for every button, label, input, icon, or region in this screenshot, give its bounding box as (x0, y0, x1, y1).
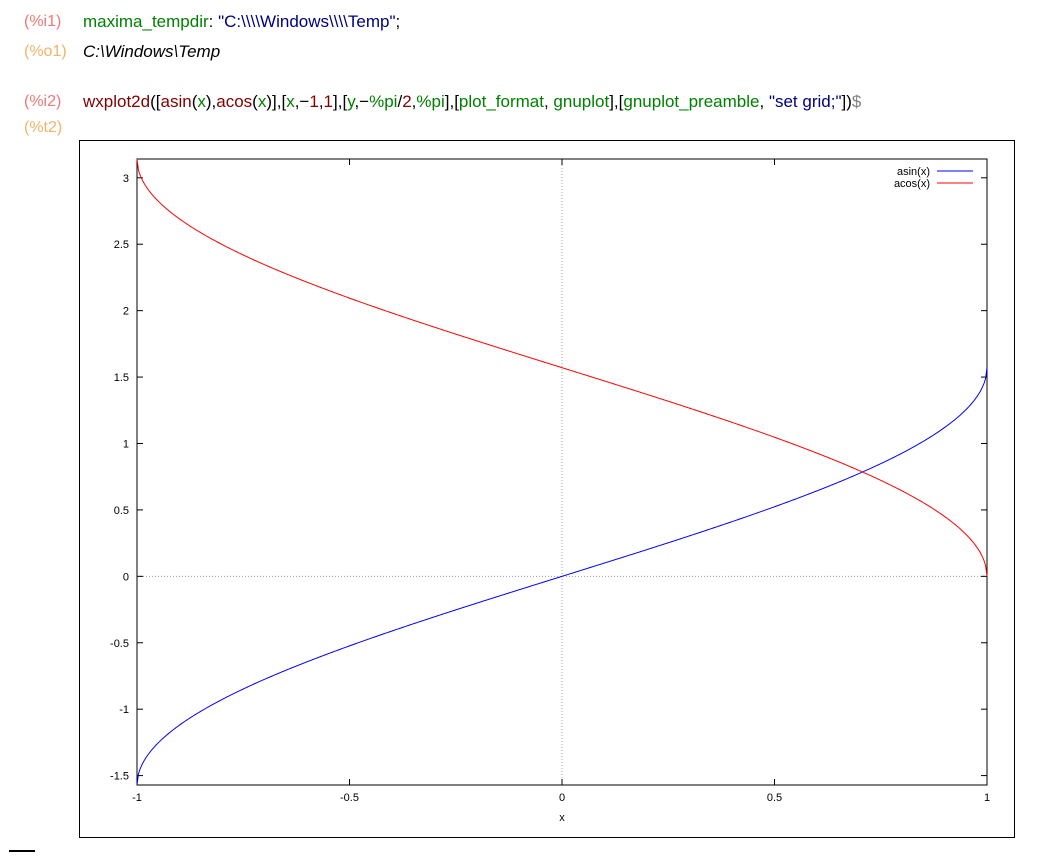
code-token-op: ([ (150, 92, 161, 111)
code-token-end: $ (851, 92, 862, 111)
code-token-str: "set grid;" (768, 92, 842, 111)
output-text: C:\Windows\Temp (83, 42, 221, 61)
code-token-op: ), (205, 92, 217, 111)
code-token-op: / (397, 92, 403, 111)
legend-label: acos(x) (894, 178, 930, 190)
code-token-op: ( (252, 92, 258, 111)
code-token-op: , (318, 92, 324, 111)
code-token-op: , (543, 92, 554, 111)
code-token-op: ],[ (609, 92, 624, 111)
y-tick-label: 1 (123, 438, 129, 450)
code-token-var: %pi (416, 92, 445, 111)
x-tick-label: -0.5 (340, 792, 359, 804)
y-tick-label: 1.5 (114, 372, 129, 384)
series-line-acos (136, 158, 988, 577)
y-tick-label: -1.5 (110, 771, 129, 783)
code-token-op: ],[ (444, 92, 459, 111)
x-axis-label: x (559, 812, 565, 824)
cell-label: (%i2) (24, 93, 62, 110)
code-token-num: asin (160, 92, 192, 111)
chart-svg: -1 -0.5 0 0.5 1-1.5-1-0.500.511.522.53xasin(… (110, 158, 990, 824)
code-token-var: gnuplot_preamble (623, 92, 760, 111)
code-token-var: x (286, 92, 295, 111)
x-tick-label: 0.5 (767, 792, 782, 804)
code-token-num: 2 (402, 92, 412, 111)
code-token-op: ,− (294, 92, 310, 111)
cell-label: (%o1) (24, 43, 67, 60)
code-token-op: ,− (354, 92, 370, 111)
input-cell-2[interactable]: (%i2) wxplot2d([asin(x),acos(x)],[x,−1,1… (0, 92, 1037, 114)
code-line[interactable]: wxplot2d([asin(x),acos(x)],[x,−1,1],[y,−… (83, 92, 861, 112)
text-cursor (9, 850, 35, 852)
code-token-op: , (759, 92, 769, 111)
x-tick-label: -1 (132, 792, 142, 804)
cell-label: (%i1) (24, 13, 62, 30)
y-tick-label: 0 (123, 571, 129, 583)
legend-label: asin(x) (897, 166, 930, 178)
code-token-op: , (411, 92, 417, 111)
code-token-op: ; (395, 12, 401, 31)
code-token-num: wxplot2d (83, 92, 151, 111)
code-line[interactable]: maxima_tempdir: "C:\\\\Windows\\\\Temp"; (83, 12, 400, 32)
x-tick-label: 1 (984, 792, 990, 804)
y-tick-label: -1 (119, 704, 129, 716)
x-tick-label: 0 (559, 792, 565, 804)
y-tick-label: 2.5 (114, 239, 129, 251)
code-token-str: "C:\\\\Windows\\\\Temp" (218, 12, 396, 31)
cell-label: (%t2) (24, 119, 63, 136)
code-token-var: y (347, 92, 355, 111)
code-token-num: 1 (323, 92, 334, 111)
code-token-num: 1 (309, 92, 319, 111)
code-token-var: gnuplot (553, 92, 610, 111)
code-token-var: x (197, 92, 206, 111)
series-line-asin (136, 367, 988, 786)
code-token-num: acos (216, 92, 253, 111)
y-tick-label: 2 (123, 306, 129, 318)
y-tick-label: -0.5 (110, 638, 129, 650)
plot-image[interactable]: -1 -0.5 0 0.5 1 -1.5 -1 -0.5 0 0.5 1 1.5 2 2.5 3 x asin(… (79, 140, 1015, 838)
code-token-op: ( (191, 92, 198, 111)
input-cell-1[interactable]: (%i1) maxima_tempdir: "C:\\\\Windows\\\\… (0, 12, 1037, 34)
code-token-op: : (208, 12, 219, 31)
code-token-var: x (257, 92, 267, 111)
code-token-var: maxima_tempdir (83, 12, 209, 31)
y-tick-label: 3 (123, 173, 129, 185)
y-tick-label: 0.5 (114, 505, 129, 517)
output-cell-1: (%o1) C:\Windows\Temp (0, 42, 1037, 64)
code-token-op: ],[ (333, 92, 348, 111)
code-token-var: plot_format (458, 92, 544, 111)
code-token-op: )],[ (266, 92, 287, 111)
plot-cell-label: (%t2) (0, 118, 120, 140)
code-token-op: ]) (841, 92, 852, 111)
code-token-var: %pi (369, 92, 398, 111)
